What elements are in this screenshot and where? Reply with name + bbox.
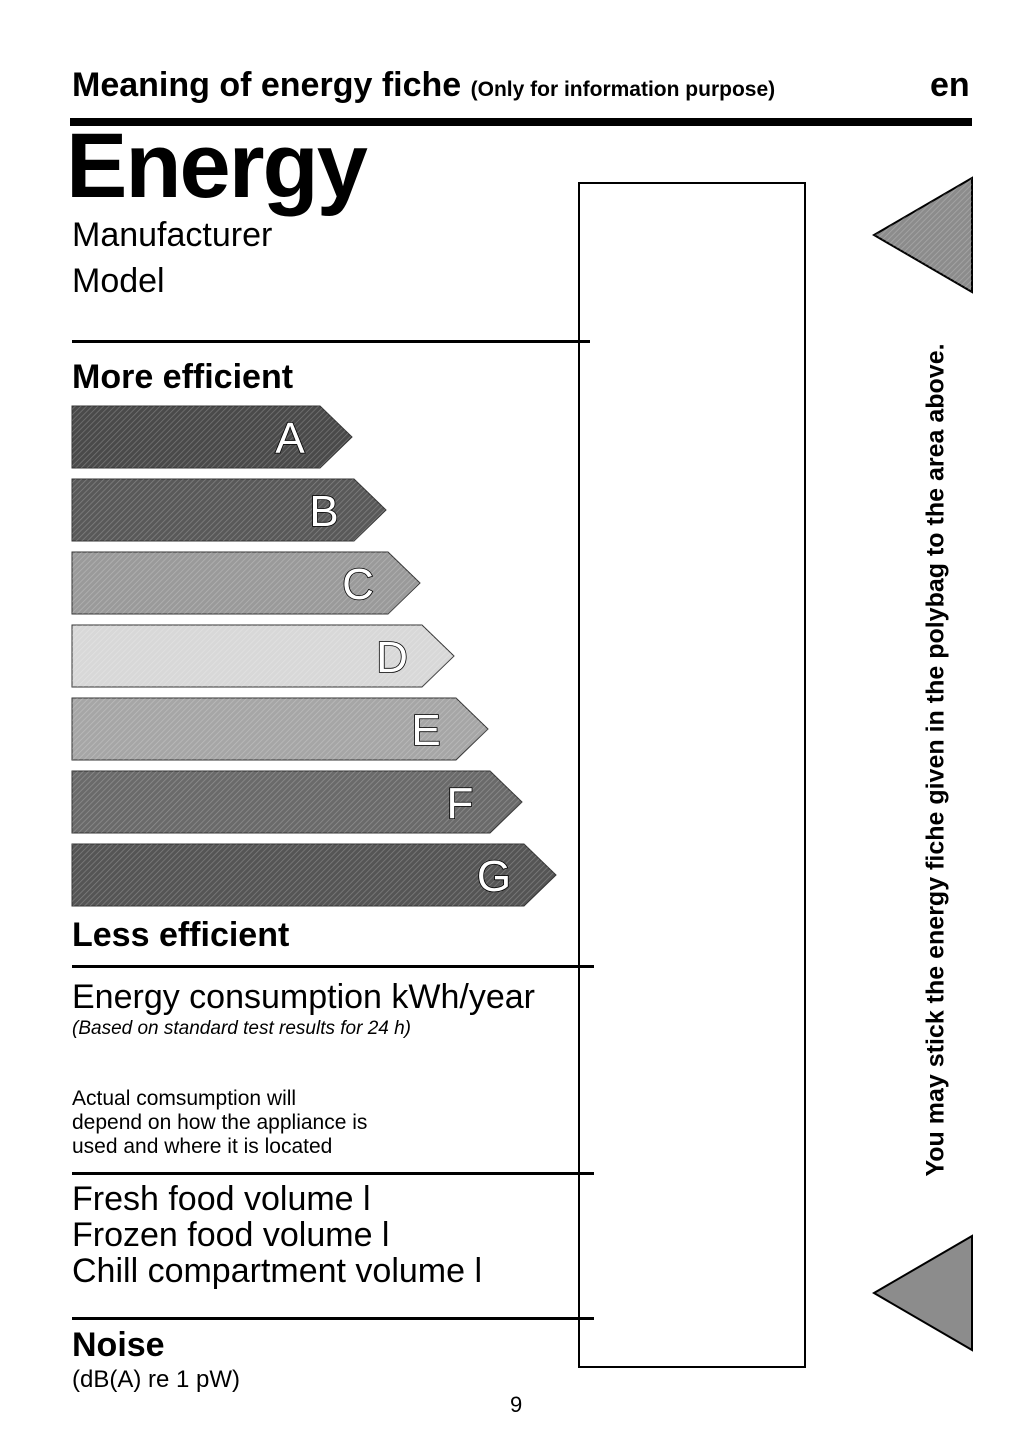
efficiency-band-b: B: [71, 478, 387, 542]
manufacturer-label: Manufacturer: [72, 216, 273, 254]
header-subtitle: (Only for information purpose): [470, 78, 776, 101]
efficiency-band-c: C: [71, 551, 421, 615]
page-header-title: Meaning of energy fiche (Only for inform…: [72, 66, 775, 105]
efficiency-band-letter: F: [447, 779, 474, 828]
actual-consumption-line: Actual comsumption will: [72, 1087, 297, 1110]
pointer-triangle-bottom-icon: [872, 1234, 973, 1352]
efficiency-band-a: A: [71, 405, 353, 469]
efficiency-band-texture: [72, 844, 556, 906]
noise-unit-label: (dB(A) re 1 pW): [72, 1366, 241, 1393]
efficiency-band-letter: C: [342, 560, 374, 609]
language-code: en: [930, 66, 970, 104]
efficiency-band-letter: B: [309, 487, 338, 536]
more-efficient-label: More efficient: [72, 358, 294, 396]
efficiency-band-letter: A: [275, 414, 305, 463]
actual-consumption-line: depend on how the appliance is: [72, 1111, 368, 1134]
energy-title: Energy: [66, 115, 368, 217]
fresh-food-volume-label: Fresh food volume l: [72, 1180, 371, 1218]
noise-label: Noise: [72, 1326, 165, 1364]
efficiency-band-d: D: [71, 624, 455, 688]
volumes-block: Fresh food volume l Frozen food volume l…: [72, 1181, 482, 1289]
sticker-instruction-note: You may stick the energy fiche given in …: [921, 343, 950, 1177]
pointer-triangle-top-icon: [872, 176, 973, 294]
header-title-text: Meaning of energy fiche: [72, 66, 462, 104]
efficiency-band-texture: [72, 406, 352, 468]
page-number: 9: [510, 1392, 523, 1417]
actual-consumption-note: Actual comsumption will depend on how th…: [72, 1087, 367, 1159]
efficiency-band-texture: [72, 698, 488, 760]
model-label: Model: [72, 262, 165, 300]
header-divider: [70, 118, 972, 126]
actual-consumption-line: used and where it is located: [72, 1135, 333, 1158]
efficiency-band-f: F: [71, 770, 523, 834]
divider-noise: [72, 1317, 594, 1320]
less-efficient-label: Less efficient: [72, 916, 290, 954]
efficiency-band-g: G: [71, 843, 557, 907]
divider-volumes: [72, 1172, 594, 1175]
efficiency-band-e: E: [71, 697, 489, 761]
efficiency-band-texture: [72, 625, 454, 687]
chill-compartment-volume-label: Chill compartment volume l: [72, 1252, 483, 1290]
efficiency-band-texture: [72, 771, 522, 833]
efficiency-band-texture: [72, 479, 386, 541]
efficiency-band-texture: [72, 552, 420, 614]
efficiency-band-letter: D: [376, 633, 408, 682]
sticker-area-box: [578, 182, 806, 1368]
efficiency-band-letter: E: [411, 706, 440, 755]
frozen-food-volume-label: Frozen food volume l: [72, 1216, 390, 1254]
energy-consumption-label: Energy consumption kWh/year: [72, 978, 535, 1016]
efficiency-band-letter: G: [477, 852, 511, 901]
energy-consumption-note: (Based on standard test results for 24 h…: [72, 1018, 412, 1039]
divider-top: [72, 340, 590, 343]
divider-middle: [72, 965, 594, 968]
